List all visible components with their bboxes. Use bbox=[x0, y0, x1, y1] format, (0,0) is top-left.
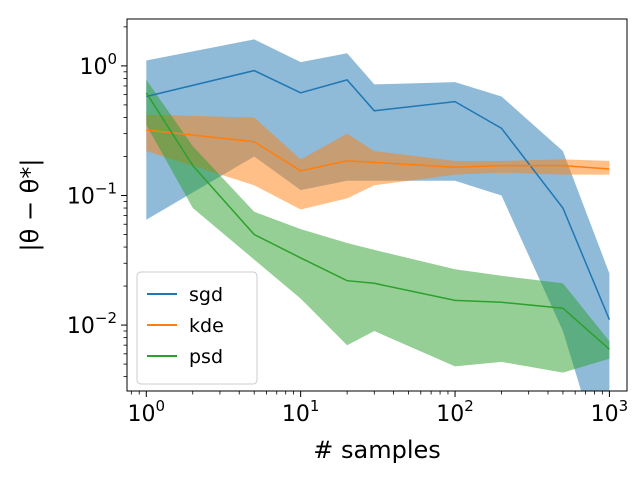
legend-label-sgd: sgd bbox=[189, 284, 223, 306]
psd-band bbox=[146, 79, 610, 373]
x-tick-label: 102 bbox=[436, 397, 474, 427]
x-tick-label: 103 bbox=[591, 397, 629, 427]
y-axis: 100 10−1 10−2 bbox=[67, 26, 127, 378]
psd-line bbox=[145, 92, 610, 350]
plot-frame bbox=[126, 18, 628, 392]
y-axis-label: |θ − θ*| bbox=[16, 159, 44, 252]
series-lines bbox=[145, 69, 611, 350]
sgd-line bbox=[146, 69, 611, 320]
y-tick-label: 10−2 bbox=[67, 309, 117, 339]
y-tick-label: 100 bbox=[79, 50, 117, 80]
x-axis: 100 101 102 103 bbox=[128, 391, 629, 427]
kde-line bbox=[146, 129, 610, 172]
x-tick-label: 101 bbox=[282, 397, 320, 427]
legend: sgd kde psd bbox=[136, 271, 258, 385]
legend-label-kde: kde bbox=[189, 315, 224, 337]
x-axis-label: # samples bbox=[313, 436, 441, 464]
y-tick-label: 10−1 bbox=[67, 179, 117, 209]
x-tick-label: 100 bbox=[128, 397, 166, 427]
legend-label-psd: psd bbox=[189, 346, 223, 368]
